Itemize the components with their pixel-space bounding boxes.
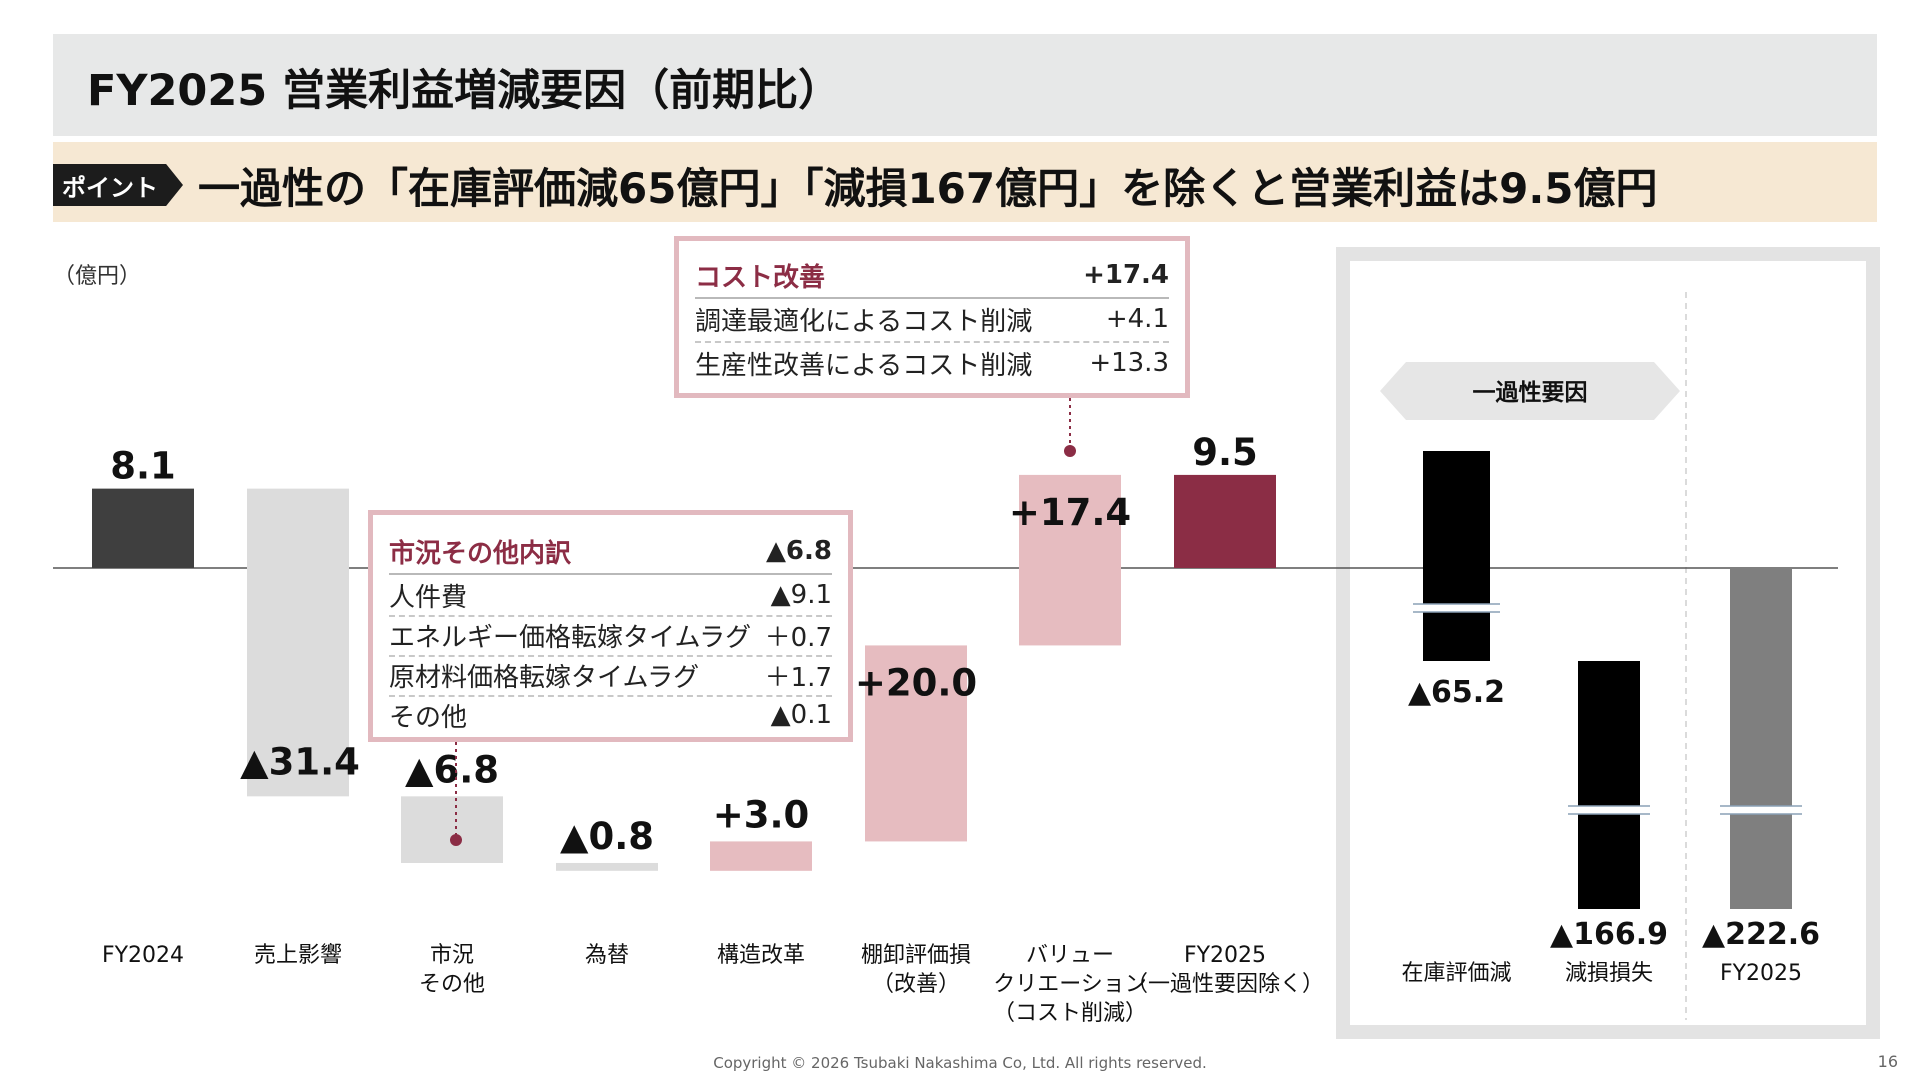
- axis-break-invloss: [1413, 604, 1500, 612]
- category-label-market: 市況: [430, 943, 474, 968]
- cost-box-divider: [695, 297, 1169, 299]
- bar-restructure: [710, 841, 812, 871]
- market-box-row: 原材料価格転嫁タイムラグ ＋1.7: [389, 655, 832, 695]
- market-box-row: エネルギー価格転嫁タイムラグ ＋0.7: [389, 615, 832, 655]
- bar-invloss: [1423, 451, 1490, 661]
- one-time-label-shape: [1380, 362, 1680, 420]
- cost-row-value: +4.1: [1105, 304, 1169, 334]
- bar-market: [401, 796, 503, 863]
- category-label-fy2024: FY2024: [102, 943, 184, 968]
- market-box-row: 人件費 ▲9.1: [389, 575, 832, 615]
- cost-box-row: 生産性改善によるコスト削減 +13.3: [695, 343, 1169, 383]
- cost-row-label: 調達最適化によるコスト削減: [695, 306, 1033, 337]
- value-label-value: +17.4: [1009, 491, 1131, 534]
- cost-box-row: 調達最適化によるコスト削減 +4.1: [695, 299, 1169, 339]
- cost-box-total: +17.4: [1083, 260, 1169, 290]
- value-label-invloss: ▲65.2: [1408, 675, 1505, 710]
- bar-value: [1019, 474, 1121, 646]
- category-label-impair: 減損損失: [1565, 961, 1653, 986]
- market-box-divider: [389, 615, 832, 617]
- market-row-value: ＋0.7: [764, 622, 832, 653]
- value-label-sales: ▲31.4: [240, 740, 360, 783]
- category-label-fy2025ex: FY2025: [1184, 943, 1266, 968]
- bar-sales: [247, 488, 349, 797]
- bar-fy2025: [1730, 568, 1792, 909]
- market-row-label: 原材料価格転嫁タイムラグ: [389, 662, 700, 693]
- category-label-inventory: （改善）: [872, 972, 960, 997]
- category-label-restructure: 構造改革: [717, 943, 805, 968]
- category-label-inventory: 棚卸評価損: [861, 943, 971, 968]
- category-label-sales: 売上影響: [254, 943, 342, 968]
- market-breakdown-box: 市況その他内訳 ▲6.8 人件費 ▲9.1 エネルギー価格転嫁タイムラグ ＋0.…: [368, 510, 853, 742]
- value-label-fx: ▲0.8: [560, 815, 654, 858]
- market-box-divider: [389, 655, 832, 657]
- unit-label: （億円）: [53, 264, 142, 289]
- market-row-label: エネルギー価格転嫁タイムラグ: [389, 622, 752, 653]
- point-text: 一過性の「在庫評価減65億円」「減損167億円」を除くと営業利益は9.5億円: [198, 164, 1658, 213]
- market-box-header: 市況その他内訳 ▲6.8: [389, 531, 832, 571]
- cost-box-header: コスト改善 +17.4: [695, 255, 1169, 295]
- category-label-invloss: 在庫評価減: [1401, 961, 1511, 986]
- value-label-fy2024: 8.1: [110, 445, 176, 488]
- page-title: FY2025 営業利益増減要因（前期比）: [87, 66, 842, 116]
- category-label-market: その他: [419, 972, 485, 997]
- market-box-row: その他 ▲0.1: [389, 695, 832, 735]
- cost-improvement-box: コスト改善 +17.4 調達最適化によるコスト削減 +4.1 生産性改善によるコ…: [674, 236, 1190, 398]
- market-row-value: ▲0.1: [770, 700, 832, 730]
- market-row-label: その他: [389, 702, 468, 733]
- category-label-value: バリュー: [1026, 943, 1114, 968]
- axis-break-impair: [1568, 806, 1650, 814]
- cost-callout-dot: [1064, 445, 1076, 457]
- value-label-impair: ▲166.9: [1550, 917, 1668, 952]
- bar-impair: [1578, 661, 1640, 909]
- market-row-value: ＋1.7: [764, 662, 832, 693]
- bar-inventory: [865, 645, 967, 842]
- market-box-total: ▲6.8: [765, 536, 832, 566]
- bar-fy2024: [92, 488, 194, 568]
- market-row-label: 人件費: [389, 582, 468, 613]
- market-box-divider: [389, 695, 832, 697]
- value-label-inventory: +20.0: [855, 661, 977, 704]
- title-bar: FY2025 営業利益増減要因（前期比）: [53, 34, 1877, 136]
- point-bar: ポイント 一過性の「在庫評価減65億円」「減損167億円」を除くと営業利益は9.…: [53, 142, 1877, 222]
- value-label-restructure: +3.0: [713, 793, 810, 836]
- category-label-fx: 為替: [585, 943, 629, 968]
- cost-row-value: +13.3: [1089, 348, 1169, 378]
- cost-row-label: 生産性改善によるコスト削減: [695, 350, 1033, 381]
- category-label-value: （コスト削減）: [993, 1001, 1147, 1026]
- bar-fx: [556, 862, 658, 871]
- bar-fy2025ex: [1174, 474, 1276, 568]
- value-label-fy2025ex: 9.5: [1192, 431, 1258, 474]
- point-badge: ポイント: [53, 164, 183, 206]
- category-label-fy2025: FY2025: [1720, 961, 1802, 986]
- one-time-label: 一過性要因: [1473, 379, 1588, 406]
- category-label-fy2025ex: （一過性要因除く）: [1126, 972, 1324, 997]
- axis-break-fy2025: [1720, 806, 1802, 814]
- cost-box-title: コスト改善: [695, 262, 826, 293]
- cost-box-divider: [695, 341, 1169, 343]
- value-label-market: ▲6.8: [405, 748, 499, 791]
- page-number: 16: [1877, 1052, 1898, 1071]
- market-callout-dot: [450, 834, 462, 846]
- market-row-value: ▲9.1: [770, 580, 832, 610]
- market-box-divider: [389, 573, 832, 575]
- copyright: Copyright © 2026 Tsubaki Nakashima Co, L…: [713, 1054, 1207, 1072]
- value-label-fy2025: ▲222.6: [1702, 917, 1820, 952]
- market-box-title: 市況その他内訳: [389, 538, 572, 569]
- one-time-panel: [1336, 247, 1880, 1039]
- category-label-value: クリエーション: [993, 972, 1147, 997]
